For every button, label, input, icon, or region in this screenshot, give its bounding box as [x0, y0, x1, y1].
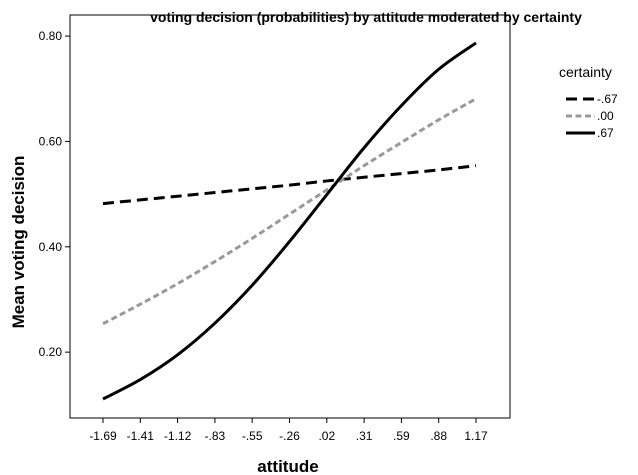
x-tick-label: -.83: [205, 429, 226, 443]
legend: certainty -.67 .00 .67: [559, 64, 618, 140]
x-tick-label: .59: [393, 429, 410, 443]
series-lines: [102, 41, 477, 401]
x-tick-label: -1.41: [127, 429, 155, 443]
x-tick-label: -1.69: [89, 429, 117, 443]
x-tick-label: 1.17: [464, 429, 488, 443]
x-tick-label: -.26: [279, 429, 300, 443]
x-axis-title: attitude: [257, 457, 318, 475]
series-line-2: [102, 41, 477, 401]
y-tick-label: 0.20: [39, 345, 63, 359]
y-tick-label: 0.80: [39, 29, 63, 43]
chart-title: voting decision (probabilities) by attit…: [150, 9, 582, 25]
series-line-0: [102, 164, 477, 206]
legend-label-0: -.67: [597, 92, 618, 106]
x-tick-label: -.55: [242, 429, 263, 443]
x-tick-label: .88: [430, 429, 447, 443]
x-tick-label: .02: [318, 429, 335, 443]
plot-border: [69, 14, 511, 419]
x-tick-label: -1.12: [164, 429, 192, 443]
x-tick-label: .31: [356, 429, 373, 443]
series-line-1: [102, 97, 477, 326]
y-tick-label: 0.60: [39, 134, 63, 148]
x-axis: -1.69 -1.41 -1.12 -.83 -.55 -.26 .02 .31 .59 .88 1…: [89, 418, 488, 443]
y-axis: 0.20 0.40 0.60 0.80: [39, 29, 70, 359]
plot-area: [69, 14, 511, 419]
y-tick-label: 0.40: [39, 240, 63, 254]
legend-label-1: .00: [597, 109, 614, 123]
y-axis-title: Mean voting decision: [9, 156, 28, 329]
legend-label-2: .67: [597, 126, 614, 140]
legend-title: certainty: [559, 64, 612, 80]
